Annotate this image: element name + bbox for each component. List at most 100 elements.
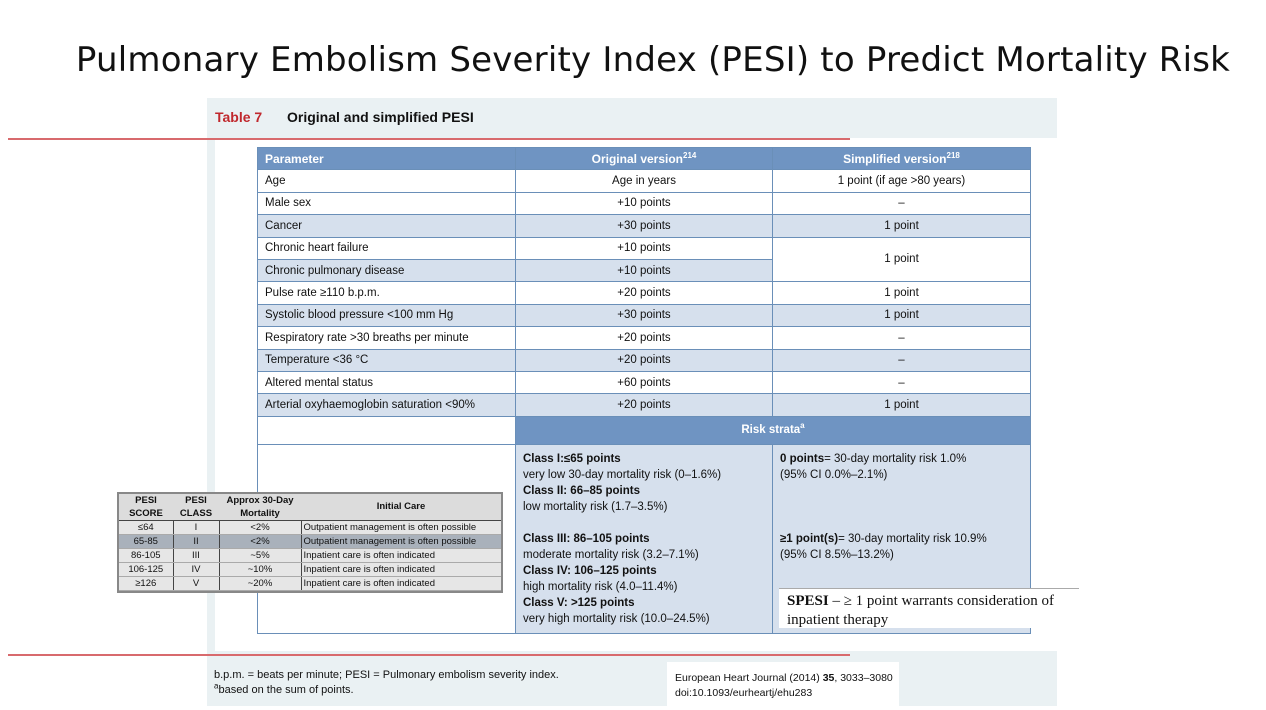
overlay-header-score: PESI [119, 494, 173, 507]
header-row: Parameter Original version214 Simplified… [257, 146, 1031, 171]
overlay-row: ≤64 I <2% Outpatient management is often… [119, 520, 501, 535]
pesi-class-table: PESI PESI Approx 30-Day Initial Care SCO… [119, 494, 501, 591]
class-label: Class II: 66–85 points [523, 484, 640, 497]
overlay-header-class: PESI [173, 494, 219, 507]
overlay-row: 86-105 III ~5% Inpatient care is often i… [119, 548, 501, 563]
row-parameter: Age [257, 169, 516, 193]
row-original: +20 points [515, 326, 773, 350]
row-parameter: Respiratory rate >30 breaths per minute [257, 326, 516, 350]
overlay-mortality: <2% [219, 520, 302, 535]
overlay-care: Inpatient care is often indicated [301, 548, 501, 563]
overlay-class: IV [173, 562, 220, 577]
overlay-header-score-2: SCORE [119, 507, 173, 521]
overlay-header-class-2: CLASS [173, 507, 219, 521]
overlay-mortality: ~10% [219, 562, 302, 577]
row-parameter: Chronic heart failure [257, 236, 516, 260]
pesi-table: Parameter Original version214 Simplified… [257, 146, 1031, 634]
overlay-mortality: ~5% [219, 548, 302, 563]
class-label: Class III: 86–105 points [523, 532, 650, 545]
row-parameter: Pulse rate ≥110 b.p.m. [257, 281, 516, 305]
class-desc: very high mortality risk (10.0–24.5%) [523, 612, 710, 625]
strata-ci: (95% CI 0.0%–2.1%) [780, 468, 888, 481]
row-simplified: 1 point (if age >80 years) [772, 169, 1031, 193]
class-label: Class V: >125 points [523, 596, 635, 609]
overlay-score: 106-125 [119, 562, 174, 577]
class-label: Class I:≤65 points [523, 452, 621, 465]
bottom-rule [8, 654, 850, 656]
row-original: +10 points [515, 191, 773, 216]
overlay-class: II [173, 534, 220, 549]
table-row: Respiratory rate >30 breaths per minute … [257, 326, 1031, 350]
table-row: Age Age in years 1 point (if age >80 yea… [257, 169, 1031, 193]
table-row: Male sex +10 points – [257, 191, 1031, 216]
overlay-score: ≤64 [119, 520, 174, 535]
overlay-header-row: SCORE CLASS Mortality [119, 507, 501, 521]
row-original: +20 points [515, 281, 773, 305]
footnote-a: abased on the sum of points. [214, 681, 354, 696]
row-simplified: – [772, 348, 1031, 372]
citation: European Heart Journal (2014) 35, 3033–3… [667, 662, 899, 706]
class-desc: very low 30-day mortality risk (0–1.6%) [523, 468, 722, 481]
row-parameter: Chronic pulmonary disease [257, 258, 516, 283]
footnote-abbreviations: b.p.m. = beats per minute; PESI = Pulmon… [214, 669, 559, 681]
row-parameter: Systolic blood pressure <100 mm Hg [257, 303, 516, 328]
overlay-score: ≥126 [119, 576, 174, 591]
overlay-header-mortality-2: Mortality [219, 507, 301, 521]
row-original: +20 points [515, 348, 773, 372]
row-simplified: 1 point [772, 393, 1031, 417]
overlay-mortality: ~20% [219, 576, 302, 591]
header-original: Original version214 [515, 146, 773, 171]
row-parameter: Arterial oxyhaemoglobin saturation <90% [257, 393, 516, 417]
row-original: +10 points [515, 258, 773, 283]
row-simplified: 1 point [772, 303, 1031, 328]
row-original: +20 points [515, 393, 773, 417]
table-row: Systolic blood pressure <100 mm Hg +30 p… [257, 303, 1031, 328]
row-original: Age in years [515, 169, 773, 193]
overlay-care: Outpatient management is often possible [301, 520, 501, 535]
table-row: Altered mental status +60 points – [257, 370, 1031, 395]
class-desc: high mortality risk (4.0–11.4%) [523, 580, 678, 593]
row-parameter: Temperature <36 °C [257, 348, 516, 372]
overlay-header-mortality: Approx 30-Day [219, 494, 301, 507]
strata-ci: (95% CI 8.5%–13.2%) [780, 548, 894, 561]
table-caption: Table 7 Original and simplified PESI [207, 98, 1057, 138]
row-parameter: Male sex [257, 191, 516, 216]
spesi-note: SPESI – ≥ 1 point warrants consideration… [779, 588, 1079, 628]
strata-text: = 30-day mortality risk 10.9% [838, 532, 987, 545]
row-parameter: Cancer [257, 214, 516, 238]
overlay-header-row: PESI PESI Approx 30-Day Initial Care [119, 494, 501, 521]
row-original: +60 points [515, 370, 773, 395]
row-original: +30 points [515, 214, 773, 238]
overlay-row: 65-85 II <2% Outpatient management is of… [119, 534, 501, 549]
overlay-care: Outpatient management is often possible [301, 534, 501, 549]
class-desc: moderate mortality risk (3.2–7.1%) [523, 548, 699, 561]
overlay-row: ≥126 V ~20% Inpatient care is often indi… [119, 576, 501, 591]
overlay-class: I [173, 520, 220, 535]
row-original: +10 points [515, 236, 773, 260]
header-simplified: Simplified version218 [772, 146, 1031, 171]
row-simplified: 1 point [772, 281, 1031, 305]
overlay-class: V [173, 576, 220, 591]
row-original: +30 points [515, 303, 773, 328]
original-strata: Class I:≤65 points very low 30-day morta… [515, 443, 773, 634]
slide-title: Pulmonary Embolism Severity Index (PESI)… [75, 40, 1231, 80]
table-row: Cancer +30 points 1 point [257, 214, 1031, 238]
class-label: Class IV: 106–125 points [523, 564, 657, 577]
row-simplified: 1 point [772, 214, 1031, 238]
overlay-care: Inpatient care is often indicated [301, 576, 501, 591]
table-row: Temperature <36 °C +20 points – [257, 348, 1031, 372]
pesi-class-overlay: PESI PESI Approx 30-Day Initial Care SCO… [117, 492, 503, 593]
strata-label: 0 points [780, 452, 825, 465]
table-row: Arterial oxyhaemoglobin saturation <90% … [257, 393, 1031, 417]
table-number: Table 7 [215, 109, 263, 125]
row-simplified: – [772, 326, 1031, 350]
class-desc: low mortality risk (1.7–3.5%) [523, 500, 668, 513]
row-parameter: Altered mental status [257, 370, 516, 395]
overlay-score: 65-85 [119, 534, 174, 549]
overlay-score: 86-105 [119, 548, 174, 563]
top-rule [8, 138, 850, 140]
table-name: Original and simplified PESI [287, 109, 474, 125]
row-simplified: – [772, 370, 1031, 395]
strata-label: ≥1 point(s) [780, 532, 839, 545]
header-parameter: Parameter [257, 146, 516, 171]
